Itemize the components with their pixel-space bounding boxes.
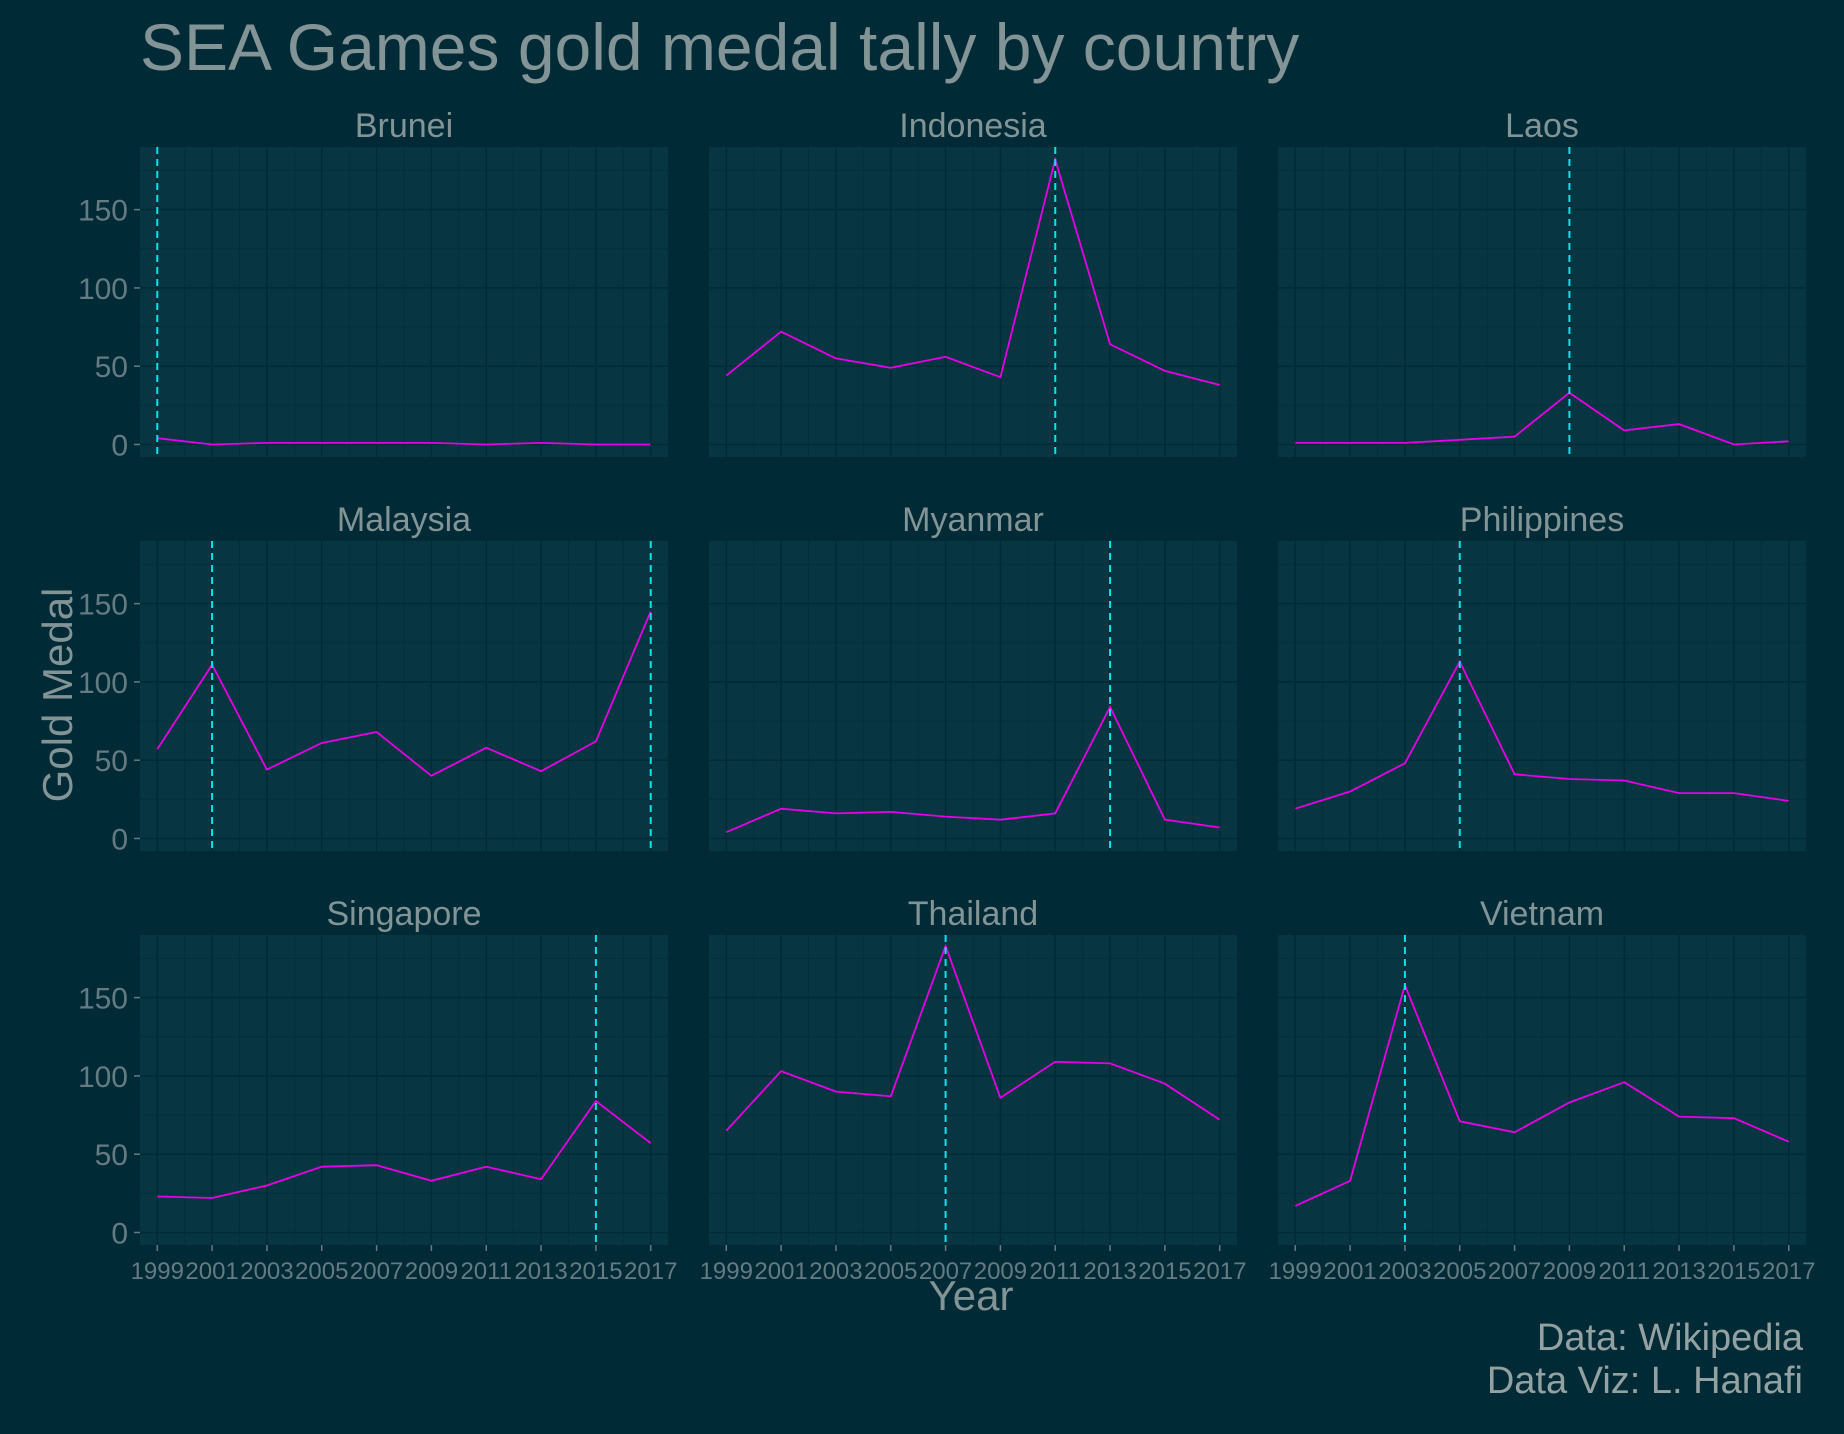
- x-tick-label: 2013: [514, 1258, 567, 1285]
- x-tick-label: 2011: [1029, 1258, 1081, 1285]
- y-axis-title: Gold Medal: [34, 588, 81, 803]
- y-tick-label: 0: [111, 823, 128, 856]
- x-tick-label: 2015: [569, 1258, 622, 1285]
- x-tick-label: 1999: [131, 1258, 184, 1285]
- series-line-thailand: [725, 943, 1221, 1132]
- panel-indonesia: Indonesia: [709, 107, 1237, 457]
- x-tick-label: 2009: [974, 1258, 1027, 1285]
- series-line-brunei: [157, 437, 651, 446]
- x-tick-label: 2007: [350, 1258, 403, 1285]
- panel-philippines: Philippines: [1278, 501, 1806, 851]
- x-tick-label: 2009: [405, 1258, 458, 1285]
- x-tick-label: 2013: [1083, 1258, 1136, 1285]
- panel-brunei: Brunei 0 50 100 150: [78, 107, 668, 462]
- panel-title: Myanmar: [902, 501, 1044, 539]
- x-tick-label: 1999: [700, 1258, 753, 1285]
- panel-laos: Laos: [1278, 107, 1806, 457]
- x-tick-label: 2001: [754, 1258, 807, 1285]
- x-tick-label: 2005: [295, 1258, 348, 1285]
- panel-title: Philippines: [1460, 501, 1624, 539]
- x-tick-label: 2005: [1433, 1258, 1486, 1285]
- panel-title: Laos: [1505, 107, 1579, 145]
- x-tick-label: 2001: [185, 1258, 238, 1285]
- y-tick-label: 100: [78, 667, 128, 700]
- x-tick-label: 2003: [809, 1258, 862, 1285]
- x-tick-label: 2009: [1543, 1258, 1596, 1285]
- x-tick-label: 2011: [1598, 1258, 1650, 1285]
- panel-myanmar: Myanmar: [709, 501, 1237, 851]
- x-tick-label: 2017: [1193, 1258, 1246, 1285]
- x-tick-label: 2003: [240, 1258, 293, 1285]
- panel-title: Vietnam: [1480, 895, 1604, 933]
- y-tick-label: 0: [111, 1217, 128, 1250]
- x-tick-label: 2007: [919, 1258, 972, 1285]
- x-tick-label: 2015: [1138, 1258, 1191, 1285]
- chart-title: SEA Games gold medal tally by country: [140, 10, 1299, 84]
- y-tick-label: 50: [95, 351, 128, 384]
- panel-thailand: Thailand 1999 2001 2003 2005 2007 2009 2011 2013…: [700, 895, 1247, 1285]
- x-tick-label: 2001: [1323, 1258, 1376, 1285]
- x-tick-label: 2007: [1488, 1258, 1541, 1285]
- y-tick-label: 150: [78, 983, 128, 1016]
- panels: Brunei 0 50 100 150 Indonesia Laos Malaysia 0 50 1…: [78, 107, 1815, 1285]
- series-line-laos: [1295, 391, 1789, 446]
- x-tick-label: 2003: [1378, 1258, 1431, 1285]
- series-line-indonesia: [725, 156, 1220, 386]
- x-tick-label: 2017: [1762, 1258, 1815, 1285]
- series-line-philippines: [1295, 659, 1789, 810]
- panel-malaysia: Malaysia 0 50 100 150: [78, 501, 668, 856]
- x-axis-title: Year: [929, 1272, 1014, 1319]
- panel-title: Malaysia: [337, 501, 471, 539]
- y-tick-label: 50: [95, 745, 128, 778]
- y-tick-label: 100: [78, 1061, 128, 1094]
- x-tick-label: 2011: [460, 1258, 512, 1285]
- panel-title: Thailand: [908, 895, 1038, 933]
- y-tick-label: 0: [111, 429, 128, 462]
- series-line-singapore: [157, 1099, 652, 1199]
- caption-source: Data: Wikipedia: [1537, 1317, 1804, 1359]
- x-tick-label: 1999: [1269, 1258, 1322, 1285]
- panel-title: Brunei: [355, 107, 453, 145]
- series-line-vietnam: [1294, 982, 1790, 1207]
- panel-title: Indonesia: [899, 107, 1047, 145]
- y-tick-label: 50: [95, 1139, 128, 1172]
- caption-author: Data Viz: L. Hanafi: [1487, 1360, 1803, 1402]
- x-tick-label: 2017: [624, 1258, 677, 1285]
- y-tick-label: 100: [78, 273, 128, 306]
- series-line-myanmar: [725, 704, 1220, 834]
- y-tick-label: 150: [78, 589, 128, 622]
- series-line-malaysia: [156, 611, 652, 777]
- y-tick-label: 150: [78, 195, 128, 228]
- panel-title: Singapore: [326, 895, 481, 933]
- x-tick-label: 2013: [1652, 1258, 1705, 1285]
- x-tick-label: 2015: [1707, 1258, 1760, 1285]
- x-tick-label: 2005: [864, 1258, 917, 1285]
